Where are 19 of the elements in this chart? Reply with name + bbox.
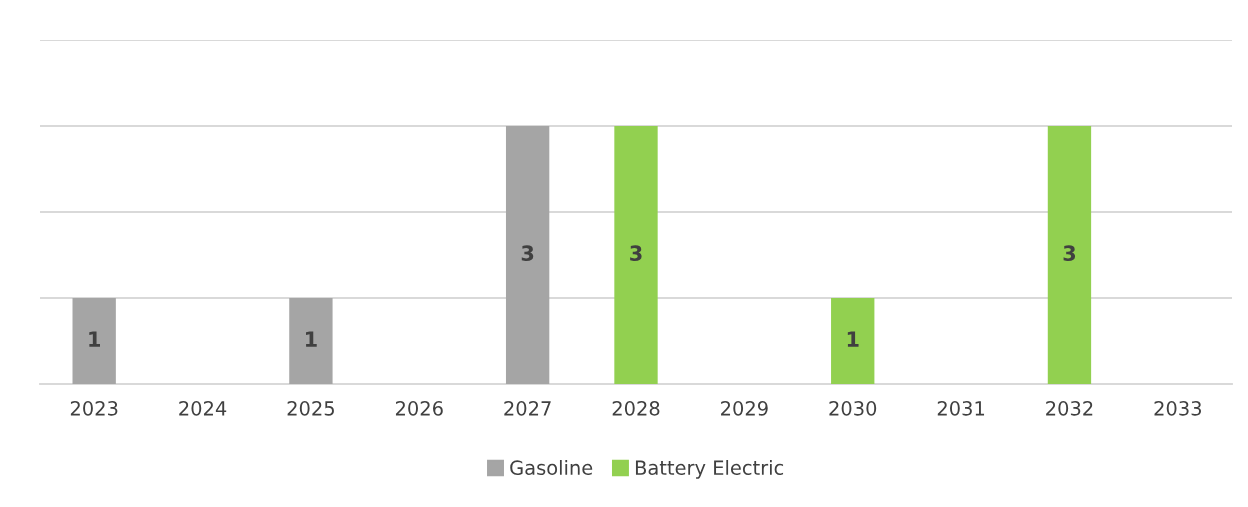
legend-label: Gasoline — [510, 459, 593, 476]
data-label: 3 — [630, 245, 642, 262]
x-tick-label: 2033 — [1154, 401, 1201, 416]
data-label: 1 — [306, 331, 317, 347]
data-label: 3 — [521, 245, 534, 262]
x-tick-label: 2029 — [721, 401, 768, 416]
x-tick-label: 2028 — [612, 401, 660, 416]
x-tick-label: 2024 — [179, 401, 227, 416]
legend-label: Battery Electric — [635, 459, 784, 479]
x-tick-label: 2030 — [829, 401, 877, 416]
data-label: 1 — [89, 331, 100, 347]
x-tick-label: 2025 — [287, 401, 334, 416]
x-tick-label: 2026 — [395, 401, 443, 416]
data-label: 3 — [1063, 245, 1076, 262]
x-tick-label: 2027 — [504, 401, 551, 416]
x-tick-label: 2031 — [937, 401, 985, 416]
x-tick-label: 2023 — [70, 401, 118, 416]
data-label: 1 — [847, 331, 859, 347]
x-tick-label: 2032 — [1046, 401, 1093, 416]
